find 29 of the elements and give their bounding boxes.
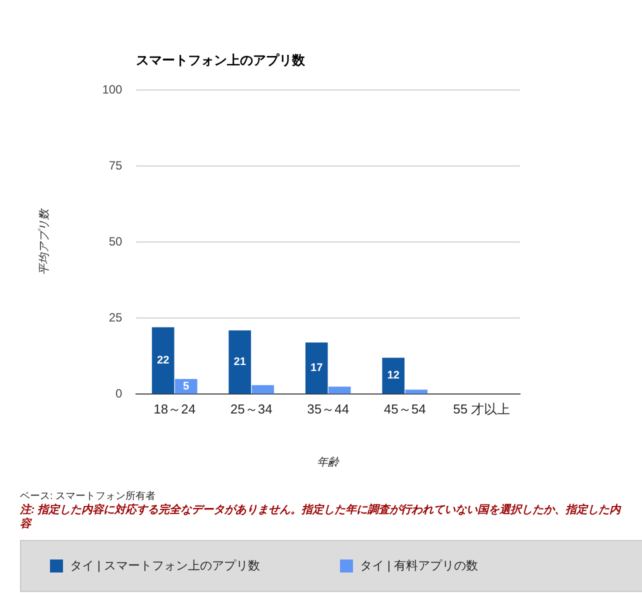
bar xyxy=(328,386,351,394)
bar xyxy=(405,390,428,394)
text: 注: 指定した内容に対応する完全なデータがありません。指定した年に調査が行われていない国を選択したか、指定した内容 xyxy=(19,503,622,530)
y-tick-label: 50 xyxy=(108,234,123,248)
bar xyxy=(382,358,405,394)
bar xyxy=(252,385,274,394)
bar xyxy=(228,330,252,394)
x-tick-label: 35～44 xyxy=(307,402,350,417)
x-axis-title: 年齢 xyxy=(317,456,340,468)
data-label: 22 xyxy=(156,354,170,367)
y-axis-title: 平均アプリ数 xyxy=(38,208,51,276)
x-tick-label: 55 才以上 xyxy=(453,402,510,417)
data-label: 12 xyxy=(387,370,400,382)
x-tick-label: 18～24 xyxy=(154,402,196,417)
bar xyxy=(305,342,328,394)
x-tick-label: 25～34 xyxy=(230,402,272,417)
y-tick-label: 75 xyxy=(108,158,123,172)
y-tick-label: 25 xyxy=(108,310,123,324)
legend-label: タイ | 有料アプリの数 xyxy=(360,558,478,572)
text: ベース: スマートフォン所有者 xyxy=(20,490,156,502)
data-label: 17 xyxy=(310,362,323,374)
x-tick-label: 45～54 xyxy=(384,402,426,417)
y-tick-label: 0 xyxy=(116,386,123,401)
bar xyxy=(152,327,174,394)
data-label: 21 xyxy=(234,356,246,368)
data-label: 5 xyxy=(183,380,190,392)
y-tick-label: 100 xyxy=(102,82,123,96)
legend-label: タイ | スマートフォン上のアプリ数 xyxy=(70,558,260,572)
chart-title: スマートフォン上のアプリ数 xyxy=(136,52,306,68)
